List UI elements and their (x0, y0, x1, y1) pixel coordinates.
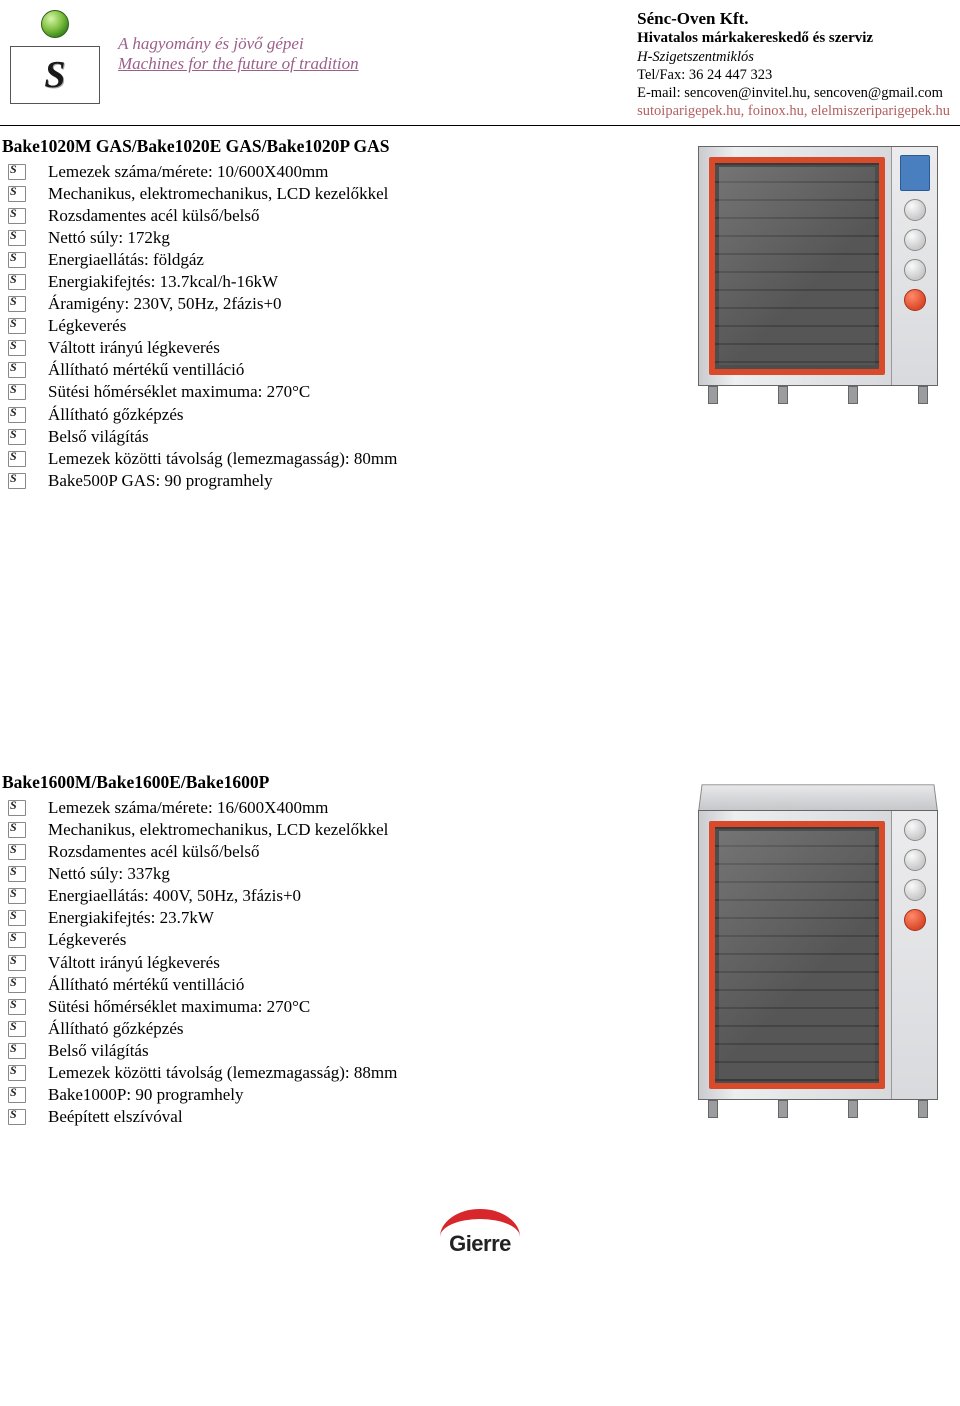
footer-logo-area: Gierre (0, 1178, 960, 1298)
spec-list: Lemezek száma/mérete: 10/600X400mmMechan… (2, 161, 648, 492)
oven-control-panel (891, 147, 937, 385)
spec-list: Lemezek száma/mérete: 16/600X400mmMechan… (2, 797, 648, 1128)
spec-item: Lemezek közötti távolság (lemezmagasság)… (30, 1062, 648, 1084)
control-knob-icon (904, 879, 926, 901)
oven-illustration (688, 146, 948, 404)
product-text: Bake1020M GAS/Bake1020E GAS/Bake1020P GA… (2, 136, 648, 492)
company-info: Sénc-Oven Kft. Hivatalos márkakereskedő … (637, 8, 950, 121)
header-left: S A hagyomány és jövő gépei Machines for… (10, 8, 359, 104)
oven-legs-icon (708, 386, 928, 404)
spec-item: Váltott irányú légkeverés (30, 337, 648, 359)
spec-item: Sütési hőmérséklet maximuma: 270°C (30, 996, 648, 1018)
spec-item: Energiaellátás: földgáz (30, 249, 648, 271)
power-knob-icon (904, 909, 926, 931)
spec-item: Állítható gőzképzés (30, 1018, 648, 1040)
product-title: Bake1020M GAS/Bake1020E GAS/Bake1020P GA… (2, 136, 648, 157)
oven-legs-icon (708, 1100, 928, 1118)
oven-door-glass-icon (719, 831, 875, 1079)
oven-control-panel (891, 811, 937, 1099)
spec-item: Belső világítás (30, 1040, 648, 1062)
gierre-logo: Gierre (425, 1198, 535, 1268)
spec-item: Állítható mértékű ventilláció (30, 974, 648, 996)
spec-item: Bake1000P: 90 programhely (30, 1084, 648, 1106)
control-knob-icon (904, 199, 926, 221)
spec-item: Mechanikus, elektromechanikus, LCD kezel… (30, 819, 648, 841)
product-image (678, 136, 958, 404)
oven-leg-icon (778, 386, 788, 404)
company-web: sutoiparigepek.hu, foinox.hu, elelmiszer… (637, 102, 950, 120)
oven-leg-icon (708, 386, 718, 404)
spec-item: Lemezek közötti távolság (lemezmagasság)… (30, 448, 648, 470)
oven-leg-icon (708, 1100, 718, 1118)
oven-leg-icon (918, 1100, 928, 1118)
spec-item: Lemezek száma/mérete: 10/600X400mm (30, 161, 648, 183)
company-email: E-mail: sencoven@invitel.hu, sencoven@gm… (637, 84, 950, 102)
oven-leg-icon (918, 386, 928, 404)
company-role: Hivatalos márkakereskedő és szerviz (637, 29, 950, 48)
product-image (678, 772, 958, 1118)
spec-item: Mechanikus, elektromechanikus, LCD kezel… (30, 183, 648, 205)
spec-item: Légkeverés (30, 315, 648, 337)
slogan-en: Machines for the future of tradition (118, 54, 359, 74)
control-knob-icon (904, 259, 926, 281)
spec-item: Beépített elszívóval (30, 1106, 648, 1128)
product-row: Bake1020M GAS/Bake1020E GAS/Bake1020P GA… (2, 136, 958, 492)
spec-item: Lemezek száma/mérete: 16/600X400mm (30, 797, 648, 819)
spec-item: Sütési hőmérséklet maximuma: 270°C (30, 381, 648, 403)
oven-leg-icon (848, 1100, 858, 1118)
company-name: Sénc-Oven Kft. (637, 8, 950, 29)
company-location: H-Szigetszentmiklós (637, 48, 950, 66)
spec-item: Légkeverés (30, 929, 648, 951)
control-screen-icon (900, 155, 930, 191)
spec-item: Rozsdamentes acél külső/belső (30, 205, 648, 227)
page-header: S A hagyomány és jövő gépei Machines for… (0, 0, 960, 126)
gierre-brand-text: Gierre (449, 1231, 511, 1257)
spec-item: Energiakifejtés: 23.7kW (30, 907, 648, 929)
spec-item: Belső világítás (30, 426, 648, 448)
oven-leg-icon (778, 1100, 788, 1118)
company-telfax: Tel/Fax: 36 24 447 323 (637, 66, 950, 84)
spec-item: Nettó súly: 337kg (30, 863, 648, 885)
oven-body-icon (698, 146, 938, 386)
product-row: Bake1600M/Bake1600E/Bake1600P Lemezek szá… (2, 772, 958, 1128)
spec-item: Váltott irányú légkeverés (30, 952, 648, 974)
product-title: Bake1600M/Bake1600E/Bake1600P (2, 772, 648, 793)
control-knob-icon (904, 819, 926, 841)
spec-item: Állítható mértékű ventilláció (30, 359, 648, 381)
content: Bake1020M GAS/Bake1020E GAS/Bake1020P GA… (0, 126, 960, 1179)
product-text: Bake1600M/Bake1600E/Bake1600P Lemezek szá… (2, 772, 648, 1128)
oven-door-glass-icon (719, 167, 875, 365)
oven-leg-icon (848, 386, 858, 404)
spec-item: Áramigény: 230V, 50Hz, 2fázis+0 (30, 293, 648, 315)
s-monogram-icon: S (44, 53, 65, 97)
spec-item: Energiakifejtés: 13.7kcal/h-16kW (30, 271, 648, 293)
oven-door-icon (709, 157, 885, 375)
spec-item: Nettó súly: 172kg (30, 227, 648, 249)
oven-door-icon (709, 821, 885, 1089)
spec-item: Állítható gőzképzés (30, 404, 648, 426)
slogan-hu: A hagyomány és jövő gépei (118, 34, 359, 54)
oven-body-icon (698, 810, 938, 1100)
spec-item: Bake500P GAS: 90 programhely (30, 470, 648, 492)
control-knob-icon (904, 849, 926, 871)
globe-icon (41, 10, 69, 38)
oven-illustration (688, 782, 948, 1118)
power-knob-icon (904, 289, 926, 311)
oven-hood-icon (698, 784, 938, 812)
slogan-block: A hagyomány és jövő gépei Machines for t… (118, 8, 359, 75)
spec-item: Energiaellátás: 400V, 50Hz, 3fázis+0 (30, 885, 648, 907)
control-knob-icon (904, 229, 926, 251)
company-logo: S (10, 46, 100, 104)
spec-item: Rozsdamentes acél külső/belső (30, 841, 648, 863)
